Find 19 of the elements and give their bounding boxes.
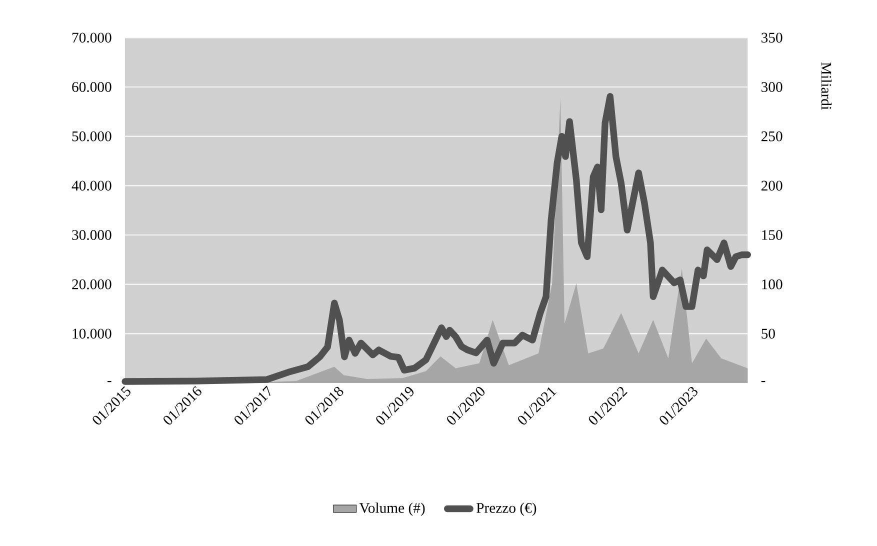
y2-tick-label: 150 (762, 230, 782, 240)
y-tick-label: - (108, 381, 112, 382)
y2-tick-label: 300 (762, 82, 782, 92)
y2-tick-label: 100 (762, 279, 782, 290)
y-tick-label: 50.000 (72, 131, 112, 142)
y2-axis-title: Miliardi (821, 62, 832, 110)
y-tick-label: 30.000 (72, 230, 112, 240)
legend-label: Prezzo (€) (476, 502, 536, 516)
y-tick-label: 20.000 (72, 279, 112, 290)
y-tick-label: 70.000 (72, 32, 112, 43)
y-tick-label: 60.000 (72, 82, 112, 92)
y2-tick-label: 50 (762, 328, 775, 339)
y2-tick-label: 350 (762, 32, 782, 43)
y-tick-label: 40.000 (72, 180, 112, 191)
y2-tick-label: - (761, 381, 766, 382)
y2-tick-label: 250 (761, 131, 782, 142)
y2-tick-label: 200 (761, 180, 782, 191)
y-tick-label: 10.000 (72, 328, 112, 339)
legend-label: Volume (#) (359, 502, 425, 516)
